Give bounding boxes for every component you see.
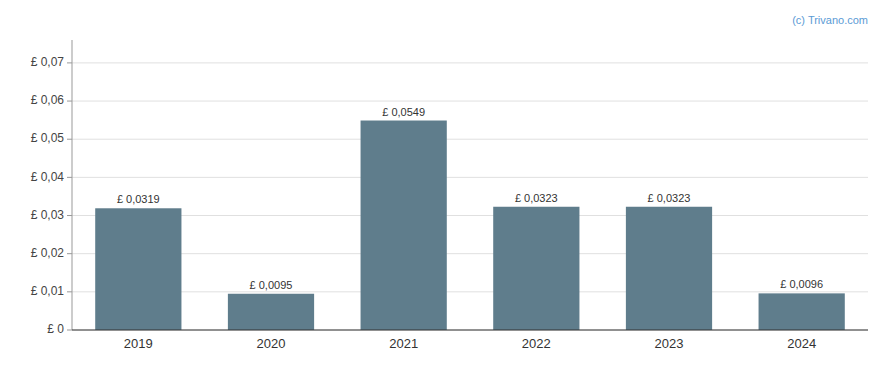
y-tick-label: £ 0,06 [31,93,65,107]
chart-svg: £ 0 £ 0,01 £ 0,02 £ 0,03 £ 0,04 £ 0,05 £ 0,06 £… [0,0,888,370]
x-axis: 2019 2020 2021 2022 2023 2024 [72,330,868,351]
grid-line [72,215,868,216]
y-tick-label: £ 0,07 [31,55,65,69]
x-tick-label: 2023 [655,336,684,351]
data-label: £ 0,0096 [780,278,823,290]
y-tick [67,330,72,331]
x-tick-label: 2021 [389,336,418,351]
data-label: £ 0,0549 [382,106,425,118]
grid-line [72,291,868,292]
y-axis-line [72,40,73,330]
y-tick-label: £ 0,01 [31,284,65,298]
bars [95,121,845,330]
bar [361,121,447,330]
y-tick-label: £ 0,03 [31,208,65,222]
y-tick [67,101,72,102]
y-tick-label: £ 0,02 [31,246,65,260]
grid-line [72,177,868,178]
x-axis-line [72,330,868,331]
x-tick-label: 2022 [522,336,551,351]
y-tick [67,62,72,63]
x-tick-label: 2019 [124,336,153,351]
y-tick [67,291,72,292]
grid-line [72,101,868,102]
y-tick [67,177,72,178]
data-label: £ 0,0323 [648,192,691,204]
y-tick-label: £ 0,04 [31,170,65,184]
bar [95,208,181,330]
x-tick-label: 2020 [257,336,286,351]
y-axis: £ 0 £ 0,01 £ 0,02 £ 0,03 £ 0,04 £ 0,05 £ 0,06 £… [31,40,72,336]
y-tick [67,215,72,216]
y-tick [67,253,72,254]
y-tick [67,139,72,140]
data-label: £ 0,0095 [250,279,293,291]
grid-line [72,253,868,254]
grid-line [72,139,868,140]
x-tick-label: 2024 [787,336,816,351]
bar [626,207,712,330]
annotation: (c) Trivano.com [792,14,868,26]
data-labels: £ 0,0319 £ 0,0095 £ 0,0549 £ 0,0323 £ 0,0323… [117,106,823,291]
grid-line [72,62,868,63]
bar [493,207,579,330]
grid [72,63,868,330]
bar [228,294,314,330]
chart-container: £ 0 £ 0,01 £ 0,02 £ 0,03 £ 0,04 £ 0,05 £ 0,06 £… [0,0,888,370]
grid-line [72,330,868,331]
data-label: £ 0,0319 [117,193,160,205]
bar [759,293,845,330]
y-tick-label: £ 0 [47,322,64,336]
y-tick-label: £ 0,05 [31,131,65,145]
data-label: £ 0,0323 [515,192,558,204]
